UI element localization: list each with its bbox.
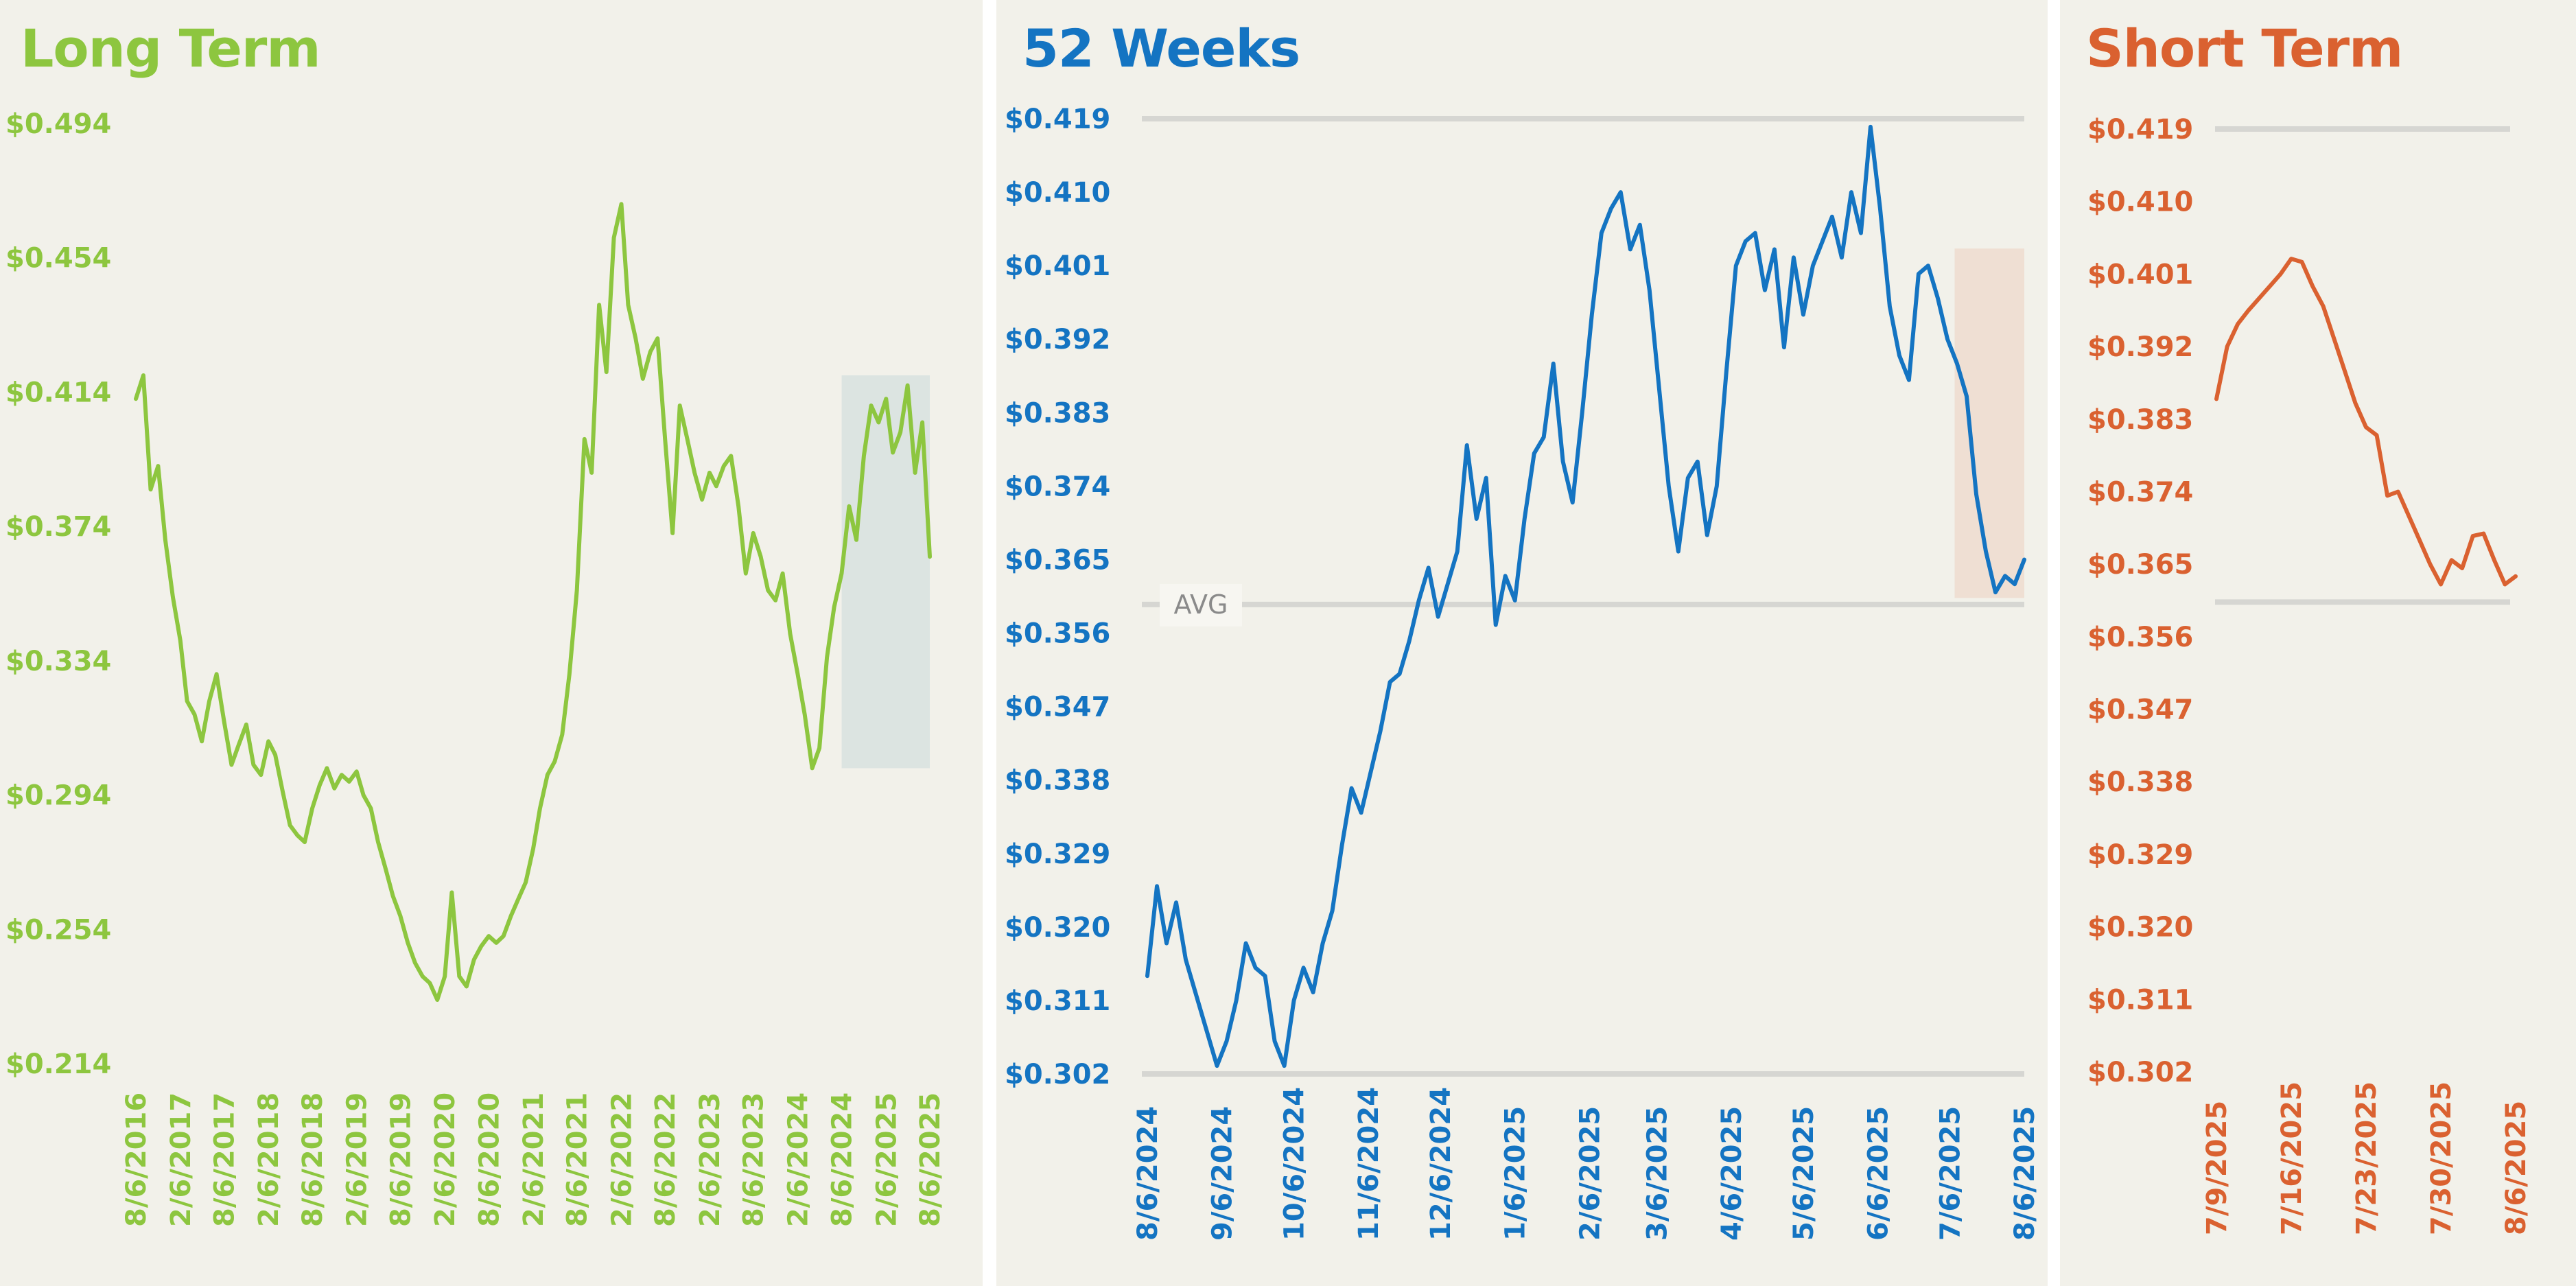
- y-tick-label: $0.311: [1005, 985, 1110, 1017]
- x-tick-label: 2/6/2022: [607, 1092, 638, 1227]
- y-tick-label: $0.338: [1005, 765, 1110, 797]
- y-tick-label: $0.334: [5, 646, 111, 677]
- highlight-band: [1954, 248, 2024, 598]
- y-tick-label: $0.383: [2087, 404, 2193, 436]
- x-tick-label: 8/6/2024: [827, 1092, 858, 1227]
- y-tick-label: $0.410: [1005, 177, 1110, 209]
- x-tick-label: 11/6/2024: [1353, 1087, 1385, 1241]
- x-tick-label: 8/6/2018: [297, 1092, 329, 1227]
- y-tick-label: $0.392: [2087, 331, 2193, 363]
- 52-weeks-chart: AVG $0.302 $0.311 $0.320 $0.329 $0.338 $0.347 $…: [1005, 104, 2041, 1241]
- y-tick-label: $0.338: [2087, 767, 2193, 798]
- x-tick-label: 12/6/2024: [1425, 1087, 1457, 1241]
- y-tick-label: $0.356: [1005, 618, 1110, 650]
- y-tick-label: $0.214: [5, 1049, 111, 1080]
- x-tick-label: 8/6/2025: [2501, 1101, 2532, 1235]
- y-tick-label: $0.311: [2087, 984, 2193, 1016]
- y-tick-label: $0.365: [2087, 549, 2193, 581]
- y-tick-label: $0.365: [1005, 544, 1110, 576]
- highlight-band: [841, 375, 930, 769]
- x-tick-label: 7/30/2025: [2426, 1082, 2457, 1235]
- x-tick-label: 8/6/2022: [650, 1092, 681, 1227]
- x-tick-label: 2/6/2023: [694, 1092, 726, 1227]
- y-tick-label: $0.374: [2087, 476, 2193, 508]
- x-tick-label: 8/6/2025: [2009, 1106, 2041, 1241]
- y-tick-label: $0.419: [2087, 114, 2193, 145]
- long-term-panel: Long Term $0.214 $0.254 $0.294 $0.334 $0.374…: [0, 0, 983, 1286]
- x-tick-label: 7/16/2025: [2276, 1082, 2308, 1235]
- y-tick-label: $0.320: [2087, 912, 2193, 944]
- y-tick-label: $0.374: [5, 511, 111, 543]
- y-tick-label: $0.302: [1005, 1059, 1110, 1090]
- y-tick-label: $0.294: [5, 780, 111, 812]
- x-tick-label: 2/6/2024: [782, 1092, 814, 1227]
- x-tick-label: 7/23/2025: [2351, 1082, 2382, 1235]
- y-tick-label: $0.419: [1005, 104, 1110, 135]
- x-tick-label: 10/6/2024: [1279, 1087, 1311, 1241]
- short-term-chart: $0.302 $0.311 $0.320 $0.329 $0.338 $0.347 $0.3…: [2087, 114, 2532, 1235]
- y-tick-label: $0.494: [5, 108, 111, 140]
- x-tick-label: 8/6/2020: [473, 1092, 505, 1227]
- short-term-title: Short Term: [2086, 18, 2403, 79]
- x-tick-label: 5/6/2025: [1788, 1106, 1820, 1241]
- series-line: [2214, 257, 2518, 587]
- y-tick-label: $0.347: [2087, 694, 2193, 726]
- x-tick-label: 2/6/2019: [342, 1092, 373, 1227]
- x-tick-label: 1/6/2025: [1500, 1106, 1532, 1241]
- x-tick-label: 8/6/2024: [1132, 1106, 1164, 1241]
- x-tick-label: 8/6/2016: [121, 1092, 152, 1227]
- y-tick-label: $0.347: [1005, 692, 1110, 723]
- y-tick-label: $0.454: [5, 243, 111, 274]
- x-tick-label: 3/6/2025: [1641, 1106, 1673, 1241]
- series-line: [134, 202, 932, 1002]
- x-tick-label: 8/6/2021: [562, 1092, 594, 1227]
- long-term-title: Long Term: [21, 18, 321, 79]
- avg-label: AVG: [1173, 589, 1228, 620]
- y-tick-label: $0.414: [5, 377, 111, 408]
- x-tick-label: 8/6/2023: [738, 1092, 770, 1227]
- x-tick-label: 2/6/2017: [165, 1092, 197, 1227]
- x-tick-label: 2/6/2021: [518, 1092, 550, 1227]
- 52-weeks-panel: 52 Weeks AVG $0.302 $0.311 $0.320 $0.329 $0.3…: [996, 0, 2048, 1286]
- x-tick-label: 7/6/2025: [1934, 1106, 1966, 1241]
- x-tick-label: 8/6/2025: [915, 1092, 946, 1227]
- x-tick-label: 7/9/2025: [2201, 1101, 2233, 1235]
- x-tick-label: 8/6/2019: [385, 1092, 417, 1227]
- x-tick-label: 9/6/2024: [1207, 1106, 1239, 1241]
- y-tick-label: $0.374: [1005, 471, 1110, 502]
- y-tick-label: $0.392: [1005, 324, 1110, 355]
- series-line: [1145, 124, 2026, 1068]
- x-tick-label: 8/6/2017: [209, 1092, 240, 1227]
- y-tick-label: $0.401: [1005, 250, 1110, 282]
- y-tick-label: $0.410: [2087, 187, 2193, 218]
- x-tick-label: 2/6/2018: [253, 1092, 285, 1227]
- y-tick-label: $0.401: [2087, 259, 2193, 290]
- x-tick-label: 4/6/2025: [1716, 1106, 1748, 1241]
- y-tick-label: $0.302: [2087, 1057, 2193, 1088]
- x-tick-label: 6/6/2025: [1862, 1106, 1894, 1241]
- y-tick-label: $0.254: [5, 914, 111, 946]
- 52-weeks-title: 52 Weeks: [1022, 18, 1300, 79]
- y-tick-label: $0.320: [1005, 912, 1110, 944]
- x-tick-label: 2/6/2025: [1574, 1106, 1606, 1241]
- y-tick-label: $0.329: [1005, 839, 1110, 870]
- avg-label-bg: [1160, 583, 1242, 627]
- y-tick-label: $0.383: [1005, 397, 1110, 429]
- long-term-chart: $0.214 $0.254 $0.294 $0.334 $0.374 $0.414 $0.4…: [5, 108, 946, 1227]
- y-tick-label: $0.356: [2087, 622, 2193, 653]
- x-tick-label: 2/6/2025: [871, 1092, 902, 1227]
- short-term-panel: Short Term $0.302 $0.311 $0.320 $0.329 $0.33…: [2060, 0, 2576, 1286]
- y-tick-label: $0.329: [2087, 839, 2193, 871]
- x-tick-label: 2/6/2020: [430, 1092, 461, 1227]
